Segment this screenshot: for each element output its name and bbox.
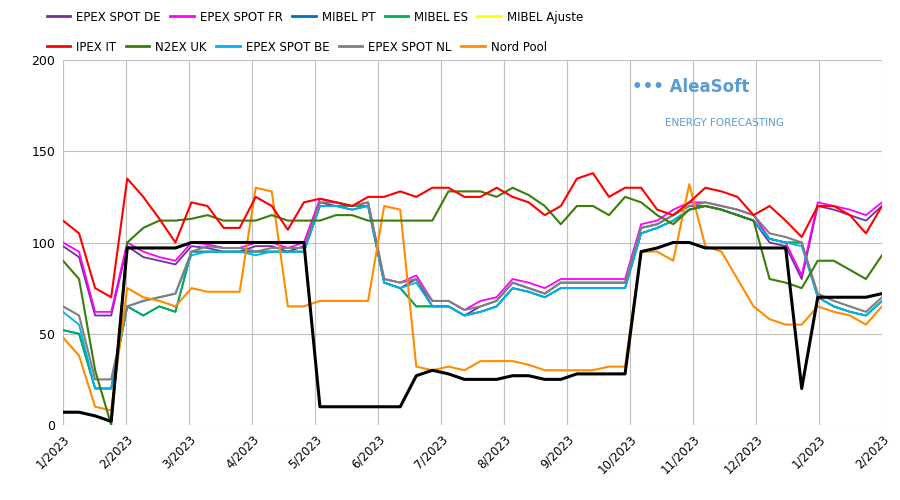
Text: ENERGY FORECASTING: ENERGY FORECASTING <box>665 118 784 128</box>
Legend: IPEX IT, N2EX UK, EPEX SPOT BE, EPEX SPOT NL, Nord Pool: IPEX IT, N2EX UK, EPEX SPOT BE, EPEX SPO… <box>42 36 552 59</box>
Text: ••• AleaSoft: ••• AleaSoft <box>632 78 750 96</box>
Legend: EPEX SPOT DE, EPEX SPOT FR, MIBEL PT, MIBEL ES, MIBEL Ajuste: EPEX SPOT DE, EPEX SPOT FR, MIBEL PT, MI… <box>42 6 588 28</box>
